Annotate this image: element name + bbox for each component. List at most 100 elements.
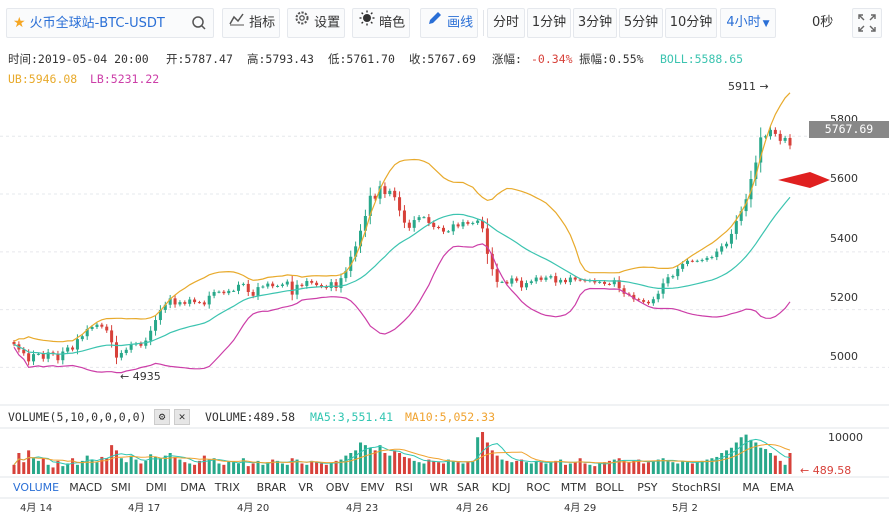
close-icon[interactable]: ✕ bbox=[174, 409, 190, 425]
indicator-tab[interactable]: StochRSI bbox=[671, 481, 721, 494]
interval-timeline[interactable]: 分时 bbox=[487, 8, 525, 38]
candle bbox=[359, 230, 363, 247]
favorite-star-icon[interactable]: ★ bbox=[13, 15, 26, 31]
candle bbox=[754, 162, 758, 180]
volume-bar bbox=[144, 460, 148, 474]
boll-info: UB:5946.08 LB:5231.22 bbox=[0, 69, 889, 89]
indicator-tab[interactable]: MA bbox=[742, 481, 760, 494]
volume-bar bbox=[593, 466, 597, 474]
indicators-button[interactable]: 指标 bbox=[222, 8, 280, 38]
candle bbox=[46, 352, 50, 359]
date-label: 4月 23 bbox=[346, 503, 379, 514]
indicator-tab[interactable]: ROC bbox=[526, 481, 551, 494]
interval-selector[interactable]: 4小时 ▼ bbox=[720, 8, 776, 38]
candle bbox=[739, 211, 743, 221]
indicator-tab[interactable]: DMI bbox=[145, 481, 167, 494]
volume-bar bbox=[559, 459, 563, 474]
volume-bar bbox=[110, 445, 114, 474]
volume-bar bbox=[344, 455, 348, 474]
interval-3min[interactable]: 3分钟 bbox=[573, 8, 617, 38]
volume-bar bbox=[193, 464, 197, 474]
candle bbox=[407, 222, 411, 228]
candle bbox=[607, 283, 611, 285]
symbol-selector[interactable]: ★ 火币全球站-BTC-USDT bbox=[6, 8, 214, 38]
ohlc-info: 时间:2019-05-04 20:00 开:5787.47 高:5793.43 … bbox=[0, 49, 889, 69]
volume-bar bbox=[188, 463, 192, 474]
volume-bar bbox=[168, 453, 172, 474]
volume-bar bbox=[329, 463, 333, 474]
candle bbox=[310, 281, 314, 283]
volume-bar bbox=[36, 460, 40, 474]
settings-button[interactable]: 设置 bbox=[287, 8, 345, 38]
candle bbox=[637, 299, 641, 301]
volume-bar bbox=[705, 459, 709, 474]
interval-1min[interactable]: 1分钟 bbox=[527, 8, 571, 38]
candle bbox=[114, 342, 119, 358]
interval-5min[interactable]: 5分钟 bbox=[619, 8, 663, 38]
indicators-label: 指标 bbox=[249, 15, 276, 31]
volume-bar bbox=[119, 458, 123, 474]
candle bbox=[563, 279, 568, 283]
volume-bar bbox=[734, 442, 738, 474]
indicator-tab[interactable]: EMV bbox=[360, 481, 385, 494]
sun-icon bbox=[359, 9, 375, 37]
gear-icon[interactable]: ⚙ bbox=[154, 409, 170, 425]
indicator-tab[interactable]: KDJ bbox=[491, 481, 511, 494]
info-low: 低:5761.70 bbox=[328, 52, 395, 66]
candle bbox=[598, 281, 602, 283]
interval-10min[interactable]: 10分钟 bbox=[665, 8, 717, 38]
volume-bar bbox=[471, 460, 475, 474]
indicator-tab[interactable]: MACD bbox=[69, 481, 103, 494]
search-icon[interactable] bbox=[191, 9, 207, 48]
volume-bar bbox=[739, 437, 743, 474]
gear-icon bbox=[294, 9, 310, 37]
boll-mid-line bbox=[13, 196, 791, 355]
candle bbox=[524, 283, 528, 288]
indicator-tab[interactable]: VOLUME bbox=[13, 481, 60, 494]
candle bbox=[490, 253, 494, 270]
theme-button[interactable]: 暗色 bbox=[352, 8, 410, 38]
volume-bar bbox=[651, 460, 655, 474]
volume-bar bbox=[354, 450, 358, 474]
candle bbox=[41, 353, 45, 359]
candle bbox=[178, 302, 182, 305]
volume-bar bbox=[515, 460, 519, 474]
volume-bar bbox=[466, 462, 470, 474]
indicator-tab[interactable]: MTM bbox=[560, 481, 587, 494]
volume-bar bbox=[437, 462, 441, 474]
indicator-tab[interactable]: SMI bbox=[111, 481, 131, 494]
indicator-tab[interactable]: DMA bbox=[180, 481, 206, 494]
candle bbox=[642, 300, 646, 302]
candle bbox=[276, 285, 280, 287]
volume-bar bbox=[217, 463, 221, 474]
volume-bar bbox=[173, 456, 177, 474]
candle bbox=[471, 222, 475, 224]
indicator-tab[interactable]: RSI bbox=[395, 481, 413, 494]
volume-bar bbox=[607, 460, 611, 474]
volume-bar bbox=[359, 442, 363, 474]
indicator-tab[interactable]: OBV bbox=[325, 481, 350, 494]
candle bbox=[85, 328, 89, 337]
candle bbox=[778, 133, 782, 141]
price-tick: 5600 bbox=[830, 172, 858, 185]
volume-bar bbox=[398, 453, 402, 474]
fullscreen-button[interactable] bbox=[852, 8, 882, 38]
boll-lower-line bbox=[13, 243, 791, 374]
indicator-tab[interactable]: VR bbox=[298, 481, 314, 494]
indicator-tab[interactable]: PSY bbox=[637, 481, 658, 494]
volume-bar bbox=[656, 459, 660, 474]
indicator-tab[interactable]: TRIX bbox=[214, 481, 240, 494]
indicator-tab[interactable]: BRAR bbox=[256, 481, 287, 494]
interval-label: 3分钟 bbox=[577, 15, 613, 30]
indicator-tab[interactable]: SAR bbox=[457, 481, 480, 494]
indicator-tab[interactable]: EMA bbox=[769, 481, 794, 494]
indicator-tab[interactable]: WR bbox=[429, 481, 449, 494]
candle bbox=[461, 222, 465, 227]
draw-button[interactable]: 画线 bbox=[420, 8, 478, 38]
indicator-tab[interactable]: BOLL bbox=[595, 481, 624, 494]
candle bbox=[485, 228, 489, 254]
volume-bar bbox=[407, 458, 411, 474]
candle bbox=[158, 309, 162, 321]
candle bbox=[681, 263, 685, 269]
